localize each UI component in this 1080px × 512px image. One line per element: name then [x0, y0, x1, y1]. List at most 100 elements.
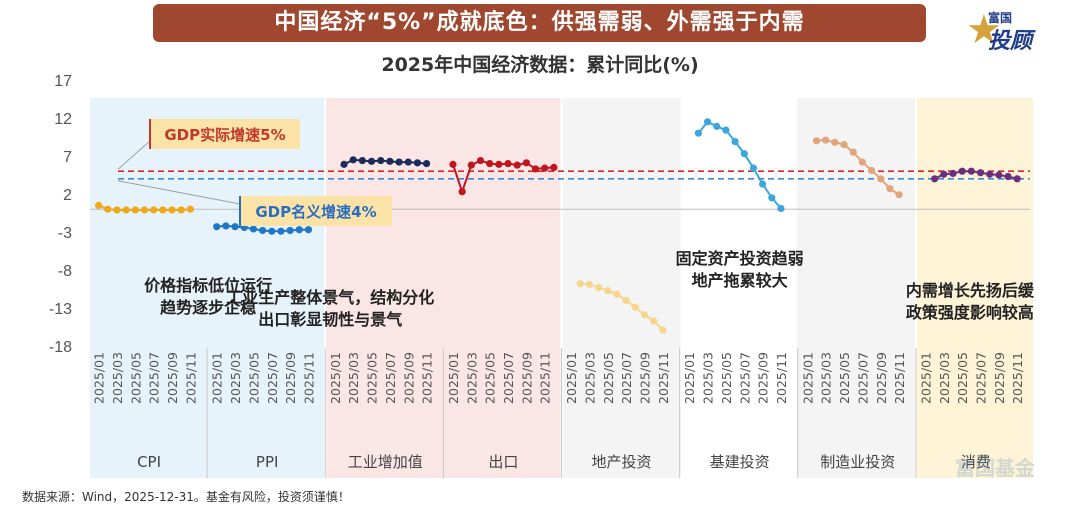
x-tick-label: 2025/05 — [246, 352, 261, 404]
x-tick-label: 2025/05 — [483, 352, 498, 404]
y-tick-label: -8 — [58, 263, 72, 280]
series-line — [343, 158, 427, 166]
series-line — [697, 120, 782, 210]
x-tick-label: 2025/11 — [774, 352, 789, 404]
x-tick-label: 2025/01 — [682, 352, 697, 404]
x-tick-label: 2025/09 — [165, 352, 180, 404]
data-point — [958, 167, 966, 175]
annotation-text: 趋势逐步企稳 — [160, 298, 256, 317]
data-point — [604, 286, 612, 295]
x-tick-label: 2025/11 — [301, 352, 316, 404]
data-point — [822, 136, 830, 144]
x-tick-label: 2025/01 — [210, 352, 225, 404]
x-tick-label: 2025/07 — [619, 352, 634, 404]
x-tick-label: 2025/01 — [446, 352, 461, 404]
data-point — [467, 161, 475, 169]
x-tick-label: 2025/11 — [656, 352, 671, 404]
x-tick-label: 2025/07 — [383, 352, 398, 404]
brand-logo: ★ 富国 投顾 — [966, 6, 1066, 54]
x-tick-label: 2025/11 — [1010, 352, 1025, 404]
data-point — [858, 158, 867, 166]
data-point — [722, 126, 730, 134]
data-point — [895, 191, 903, 199]
data-point — [631, 303, 639, 311]
data-point — [831, 138, 839, 146]
data-point — [249, 225, 258, 233]
reference-leader — [117, 180, 241, 205]
data-point — [340, 160, 348, 168]
x-tick-label: 2025/03 — [701, 352, 716, 404]
data-point — [495, 160, 503, 168]
data-point — [740, 150, 748, 158]
data-point — [504, 160, 512, 168]
x-tick-label: 2025/01 — [800, 352, 815, 404]
x-tick-label: 2025/09 — [401, 352, 416, 404]
data-point — [749, 164, 758, 172]
x-tick-label: 2025/05 — [955, 352, 970, 404]
x-tick-label: 2025/09 — [756, 352, 771, 404]
data-point — [694, 129, 702, 137]
data-point — [258, 226, 267, 235]
series-line — [816, 139, 900, 196]
data-point — [295, 226, 303, 234]
x-tick-label: 2025/11 — [892, 352, 907, 404]
data-point — [122, 206, 130, 214]
data-point — [640, 311, 649, 319]
logo-top-text: 富国 — [988, 11, 1013, 25]
watermark: 富国基金 — [955, 456, 1035, 480]
x-tick-label: 2025/09 — [519, 352, 534, 404]
x-tick-label: 2025/07 — [855, 352, 870, 404]
x-tick-label: 2025/03 — [228, 352, 243, 404]
data-point — [731, 137, 739, 146]
data-point — [458, 188, 466, 196]
data-point — [449, 160, 457, 168]
data-point — [541, 164, 549, 172]
reference-label: GDP实际增速5% — [164, 126, 285, 144]
data-point — [622, 296, 630, 304]
x-tick-label: 2025/07 — [737, 352, 752, 404]
data-point — [177, 206, 185, 214]
data-point — [550, 163, 558, 171]
series-line — [934, 170, 1018, 180]
data-point — [877, 175, 885, 183]
panel-background — [916, 98, 1033, 478]
category-label: 地产投资 — [592, 453, 652, 471]
data-point — [358, 156, 366, 165]
reference-label: GDP名义增速4% — [255, 203, 376, 221]
data-point — [713, 122, 721, 130]
data-point — [113, 206, 121, 214]
x-tick-label: 2025/05 — [128, 352, 143, 404]
data-point — [595, 283, 603, 292]
series-line — [580, 282, 664, 331]
data-point — [222, 222, 230, 230]
data-point — [967, 167, 975, 175]
x-tick-label: 2025/07 — [501, 352, 516, 404]
data-point — [886, 185, 894, 193]
data-point — [286, 226, 294, 235]
data-point — [940, 170, 948, 178]
data-point — [759, 180, 767, 188]
star-icon: ★ — [966, 7, 1002, 53]
x-tick-label: 2025/03 — [819, 352, 834, 404]
data-point — [931, 175, 939, 183]
data-point — [849, 148, 857, 156]
data-point — [476, 156, 485, 165]
x-tick-label: 2025/03 — [464, 352, 479, 404]
data-point — [650, 317, 658, 325]
y-tick-label: 17 — [54, 73, 72, 90]
category-label: 消费 — [961, 453, 991, 471]
data-point — [231, 223, 239, 231]
data-point — [268, 227, 276, 235]
data-point — [1004, 172, 1012, 181]
x-tick-label: 2025/07 — [147, 352, 162, 404]
reference-label-box — [240, 196, 392, 226]
annotation-text: 价格指标低位运行 — [144, 276, 272, 295]
data-point — [104, 205, 112, 213]
x-tick-label: 2025/09 — [283, 352, 298, 404]
data-point — [976, 169, 985, 177]
x-tick-label: 2025/09 — [992, 352, 1007, 404]
x-tick-label: 2025/01 — [92, 352, 107, 404]
y-tick-label: -13 — [49, 301, 72, 318]
reference-label-box — [150, 119, 300, 149]
